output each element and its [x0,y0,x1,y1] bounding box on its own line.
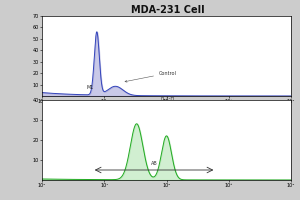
Text: AB: AB [151,161,158,166]
Text: FL1-H: FL1-H [161,97,175,102]
Text: M1: M1 [86,85,94,90]
Text: MDA-231 Cell: MDA-231 Cell [131,5,205,15]
Text: Control: Control [125,71,177,82]
